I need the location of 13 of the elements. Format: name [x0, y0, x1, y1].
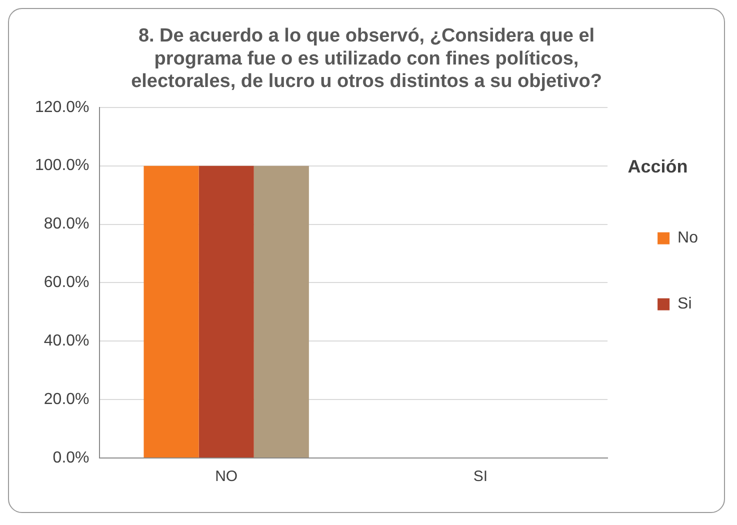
legend-title: Acción — [628, 156, 688, 177]
x-tick-label: SI — [473, 468, 488, 486]
y-tick-label: 40.0% — [44, 332, 90, 350]
chart-title: 8. De acuerdo a lo que observó, ¿Considera que el programa fue o es utilizado con fines políticos, electorales, de lucro u otros distintos a su objetivo? — [131, 26, 602, 92]
y-tick-label: 20.0% — [44, 390, 90, 408]
y-tick-label: 100.0% — [35, 157, 90, 174]
y-tick-label: 120.0% — [35, 98, 90, 116]
legend-label: No — [678, 230, 698, 247]
legend-label: Si — [678, 296, 692, 313]
x-tick-label: NO — [215, 468, 238, 486]
y-tick-label: 0.0% — [52, 449, 90, 466]
y-tick-label: 60.0% — [44, 274, 90, 292]
y-tick-label: 80.0% — [44, 216, 90, 233]
